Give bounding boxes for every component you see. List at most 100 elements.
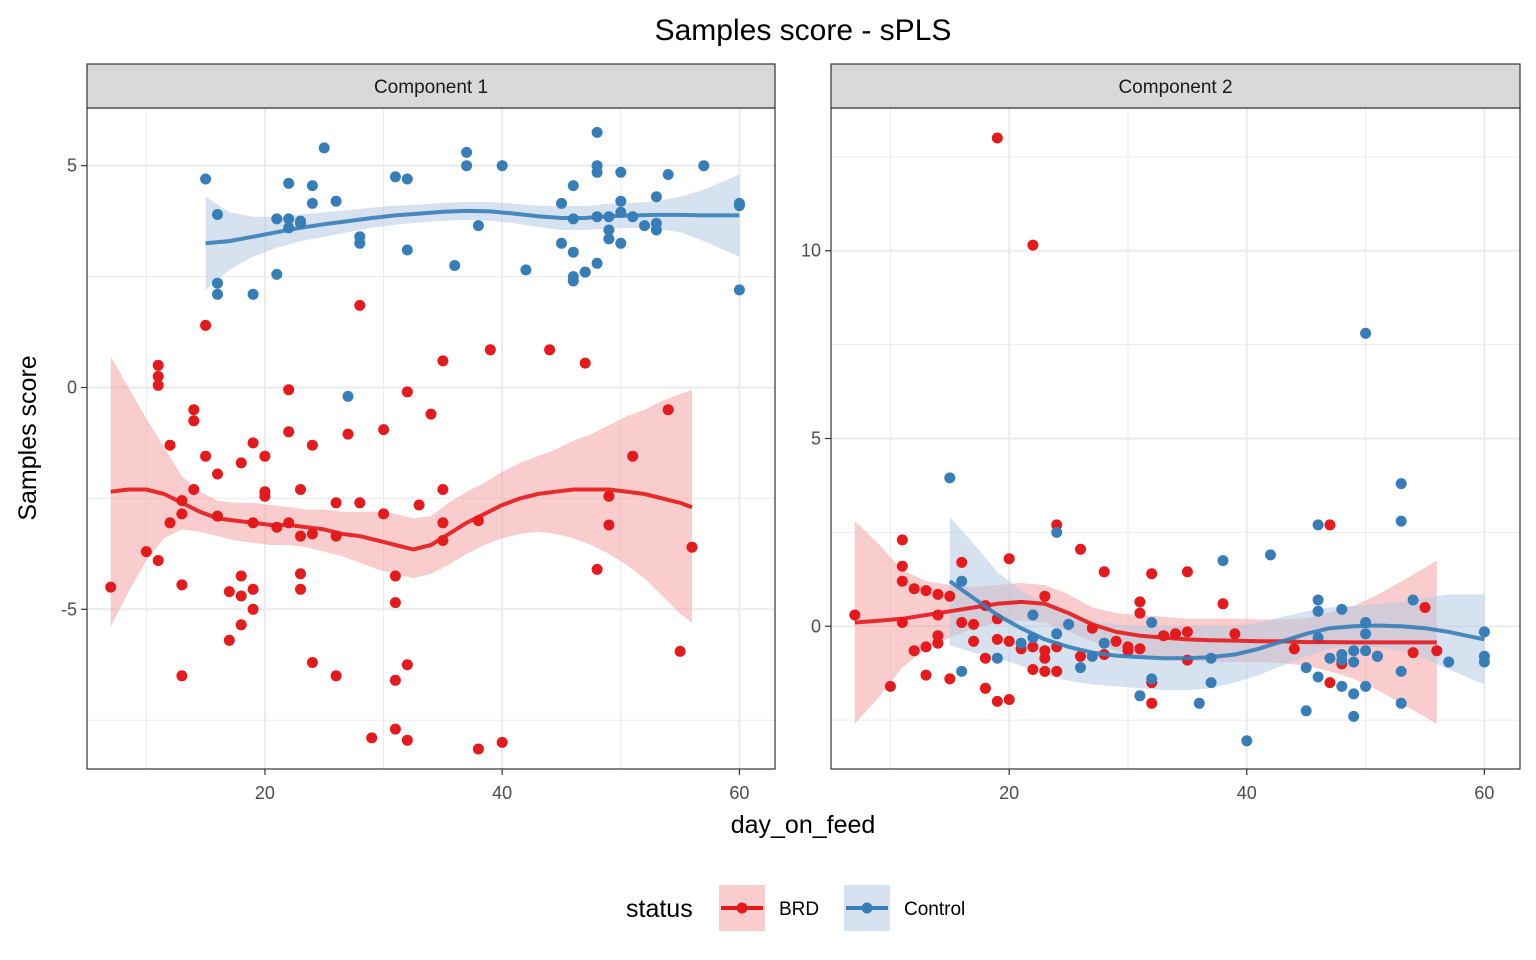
x-axis-title: day_on_feed: [731, 811, 876, 839]
data-point-brd: [1122, 645, 1134, 657]
legend-label: BRD: [779, 899, 819, 920]
data-point-brd: [188, 404, 200, 416]
data-point-control: [1478, 626, 1490, 638]
strip-background: [830, 63, 1521, 109]
data-point-brd: [674, 645, 686, 657]
data-point-control: [1336, 654, 1348, 666]
data-point-brd: [389, 674, 401, 686]
data-point-brd: [968, 618, 980, 630]
data-point-brd: [295, 568, 306, 580]
data-point-brd: [944, 673, 956, 685]
data-point-brd: [330, 497, 342, 509]
data-point-control: [1360, 628, 1372, 640]
data-point-control: [1360, 327, 1372, 339]
data-point-control: [1478, 656, 1490, 668]
data-point-brd: [1003, 553, 1015, 565]
data-point-brd: [1407, 647, 1419, 659]
data-point-control: [1348, 688, 1360, 700]
data-point-control: [1395, 697, 1407, 709]
data-point-control: [1193, 697, 1205, 709]
data-point-control: [212, 209, 223, 220]
y-tick-label: 0: [811, 616, 821, 636]
data-point-brd: [306, 439, 318, 451]
data-point-brd: [496, 736, 508, 748]
data-point-control: [401, 173, 413, 185]
data-point-brd: [378, 424, 390, 436]
data-point-control: [1395, 665, 1407, 677]
plot-area: [105, 126, 745, 755]
data-point-control: [1360, 680, 1372, 692]
legend-item-brd: BRD: [719, 885, 819, 931]
data-point-brd: [235, 619, 247, 631]
data-point-brd: [295, 530, 306, 542]
data-point-brd: [627, 450, 639, 462]
data-point-brd: [259, 450, 271, 462]
data-point-brd: [991, 132, 1003, 144]
data-point-control: [354, 237, 366, 249]
y-tick-label: 5: [67, 156, 77, 176]
data-point-brd: [283, 384, 295, 396]
data-point-brd: [425, 408, 437, 420]
data-point-control: [591, 257, 603, 269]
data-point-control: [461, 160, 473, 172]
data-point-brd: [401, 386, 413, 398]
legend: status BRD Control: [626, 885, 965, 931]
smooth-line-control: [948, 579, 1485, 661]
data-point-brd: [956, 556, 968, 568]
data-point-brd: [1324, 677, 1336, 689]
data-point-brd: [1146, 568, 1158, 580]
x-tick-label: 60: [729, 783, 749, 803]
data-point-control: [520, 264, 532, 276]
data-point-control: [1312, 671, 1324, 683]
data-point-control: [567, 246, 579, 258]
data-point-brd: [152, 555, 164, 566]
data-point-control: [567, 275, 579, 287]
data-point-brd: [944, 590, 956, 602]
data-point-brd: [544, 344, 556, 356]
data-point-brd: [1146, 697, 1158, 709]
data-point-control: [1217, 555, 1229, 567]
data-point-brd: [591, 563, 603, 575]
x-tick-label: 20: [999, 783, 1019, 803]
x-tick-label: 40: [1237, 783, 1257, 803]
data-point-control: [1146, 673, 1158, 685]
data-point-brd: [437, 355, 449, 367]
data-point-control: [306, 197, 318, 209]
data-point-brd: [686, 541, 698, 553]
y-tick-label: 5: [811, 429, 821, 449]
data-point-brd: [188, 484, 200, 495]
data-point-brd: [200, 319, 212, 331]
chart-title: Samples score - sPLS: [655, 14, 952, 47]
data-point-control: [591, 166, 603, 178]
data-point-brd: [247, 603, 259, 615]
confidence-band-brd: [110, 356, 692, 627]
data-point-control: [1146, 617, 1158, 628]
data-point-control: [639, 220, 650, 232]
smooth-line-control: [205, 208, 740, 246]
data-point-brd: [1003, 635, 1015, 647]
data-point-brd: [306, 657, 318, 668]
data-point-brd: [140, 546, 152, 558]
series-control: [944, 327, 1490, 747]
data-point-control: [1027, 609, 1039, 621]
data-point-control: [956, 665, 968, 677]
data-point-brd: [1110, 635, 1122, 647]
data-point-brd: [200, 450, 212, 462]
data-point-brd: [920, 585, 932, 597]
data-point-brd: [164, 439, 176, 451]
data-point-brd: [378, 508, 390, 520]
data-point-brd: [956, 617, 968, 628]
data-point-brd: [235, 457, 247, 469]
data-point-brd: [389, 597, 401, 609]
data-point-brd: [579, 357, 591, 369]
data-point-brd: [908, 645, 920, 657]
data-point-brd: [176, 670, 188, 682]
data-point-control: [733, 284, 745, 296]
x-tick-label: 60: [1474, 783, 1494, 803]
data-point-control: [461, 146, 473, 158]
data-point-control: [1336, 603, 1348, 615]
data-point-brd: [968, 635, 980, 647]
data-point-brd: [979, 682, 991, 694]
legend-item-control: Control: [844, 885, 965, 931]
